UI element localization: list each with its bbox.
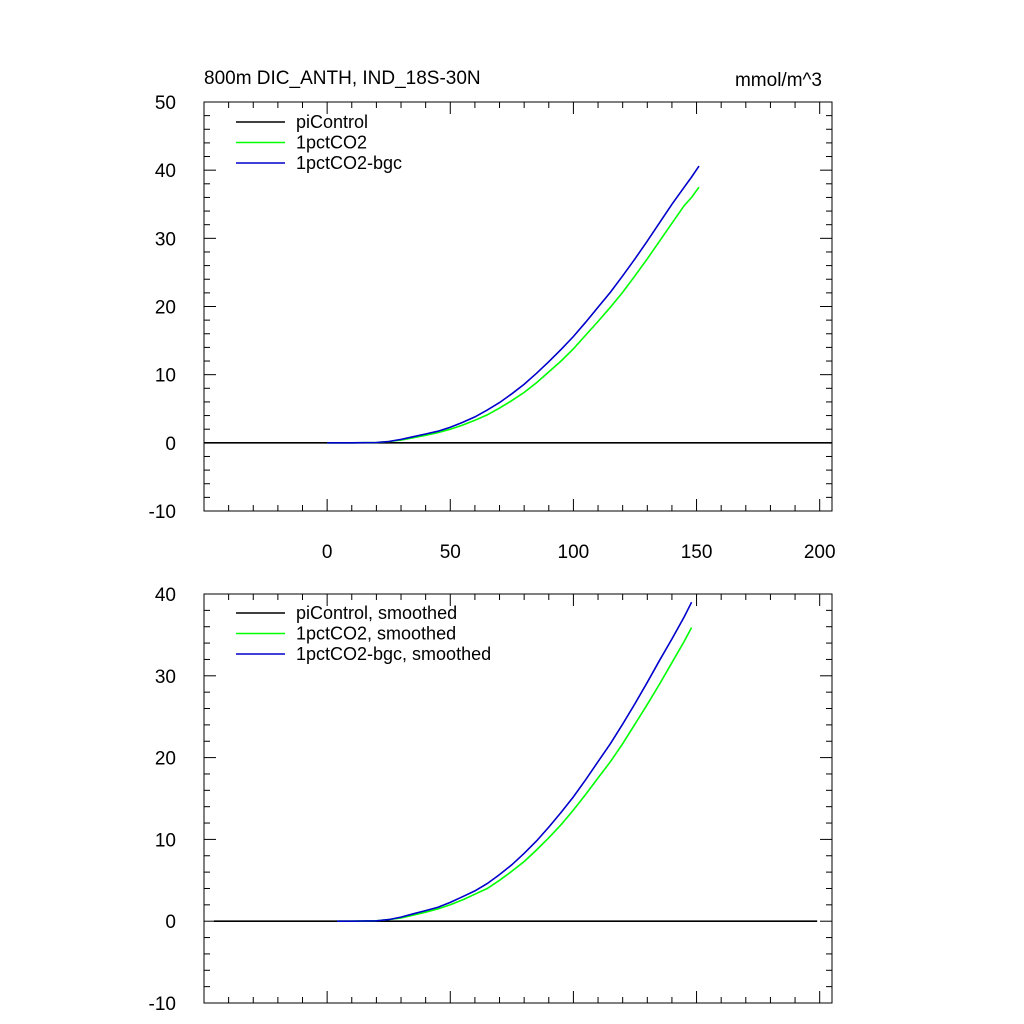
- chart-title: 800m DIC_ANTH, IND_18S-30N: [204, 68, 481, 89]
- series-line-3: [327, 165, 700, 444]
- y-tick-label: 30: [155, 229, 176, 250]
- legend-label: 1pctCO2-bgc: [296, 153, 402, 173]
- x-tick-label: 150: [681, 542, 713, 563]
- series-line-3: [337, 601, 693, 923]
- y-tick-label: 10: [155, 366, 176, 387]
- y-tick-label: 20: [155, 298, 176, 319]
- bottom-panel: -10 0 10 20 30 40 piControl, smoothed1pctCO2, …: [149, 585, 833, 1015]
- x-tick-label: 200: [804, 542, 836, 563]
- plot-frame: [203, 593, 833, 1004]
- y-tick-label: 0: [165, 912, 176, 933]
- y-tick-label: 50: [155, 93, 176, 114]
- legend-label: piControl, smoothed: [296, 603, 457, 623]
- y-tick-label: 40: [155, 161, 176, 182]
- y-tick-label: 10: [155, 830, 176, 851]
- y-tick-label: -10: [149, 994, 176, 1015]
- x-tick-label: 0: [322, 542, 333, 563]
- legend-label: 1pctCO2-bgc, smoothed: [296, 644, 491, 664]
- legend-label: 1pctCO2: [296, 133, 367, 153]
- y-tick-label: -10: [149, 502, 176, 523]
- y-tick-label: 30: [155, 667, 176, 688]
- y-tick-label: 0: [165, 434, 176, 455]
- x-tick-label: 100: [558, 542, 590, 563]
- series-line-2: [327, 186, 700, 444]
- units-label: mmol/m^3: [735, 70, 822, 91]
- legend-label: 1pctCO2, smoothed: [296, 624, 456, 644]
- legend-label: piControl: [296, 112, 368, 132]
- y-tick-label: 20: [155, 749, 176, 770]
- x-tick-label: 50: [440, 542, 461, 563]
- y-tick-label: 40: [155, 585, 176, 606]
- series-line-2: [337, 627, 693, 923]
